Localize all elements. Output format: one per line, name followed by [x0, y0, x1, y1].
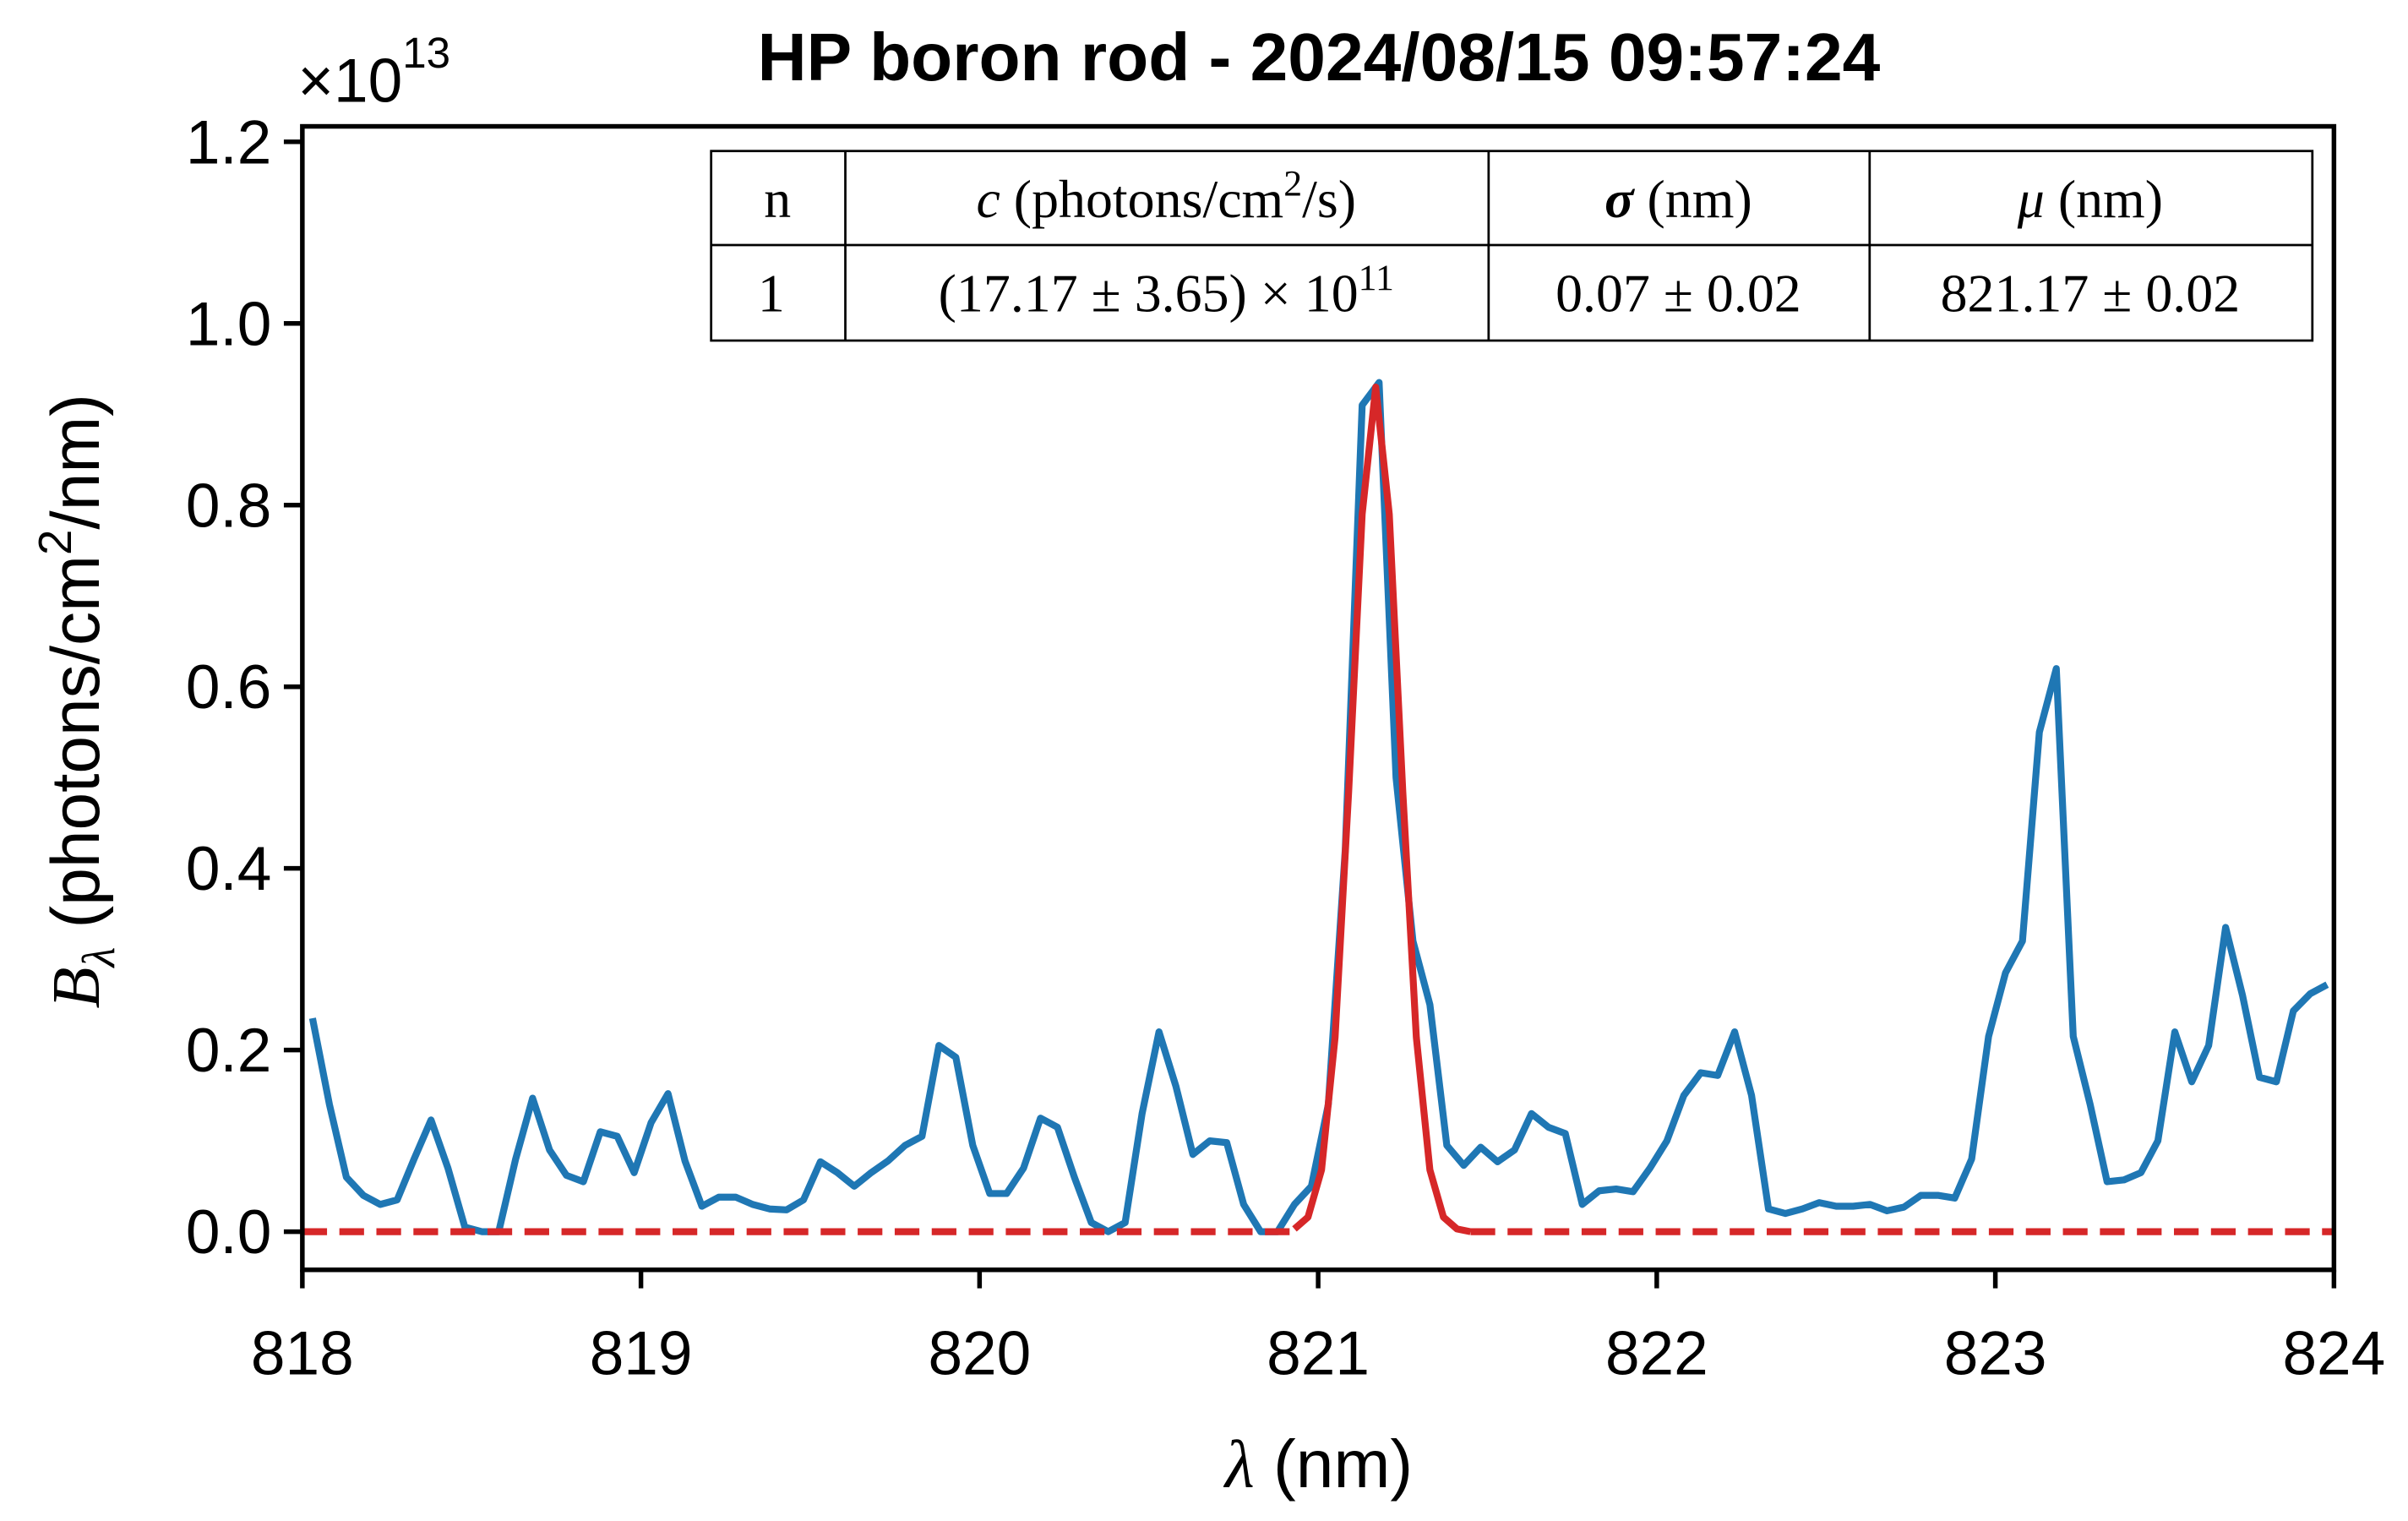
header-sup: 2: [1283, 164, 1302, 204]
y-tick-label: 1.0: [186, 290, 271, 358]
y-label-unit: (photons/cm: [38, 555, 114, 947]
data-line: [308, 379, 2329, 1235]
y-label-sub: λ: [73, 947, 124, 969]
table-cell: (17.17 ± 3.65) × 1011: [939, 258, 1394, 324]
x-tick-label: 819: [590, 1320, 693, 1388]
y-tick-label: 0.2: [186, 1017, 271, 1085]
header-symbol: σ: [1604, 169, 1635, 229]
x-tick-label: 818: [251, 1320, 354, 1388]
y-tick-label: 0.6: [186, 653, 271, 722]
offset-text: ×1013: [297, 29, 450, 115]
table-cell: 0.07 ± 0.02: [1555, 263, 1801, 323]
y-axis-label: Bλ (photons/cm2/nm): [29, 394, 124, 1008]
header-symbol: μ: [2017, 169, 2045, 229]
header-unit: (nm): [2045, 169, 2163, 229]
table-cell: 821.17 ± 0.02: [1941, 263, 2241, 323]
table-cell: 1: [758, 263, 785, 323]
table-header: n: [764, 169, 791, 229]
plot-area: [302, 379, 2334, 1235]
x-tick-label: 823: [1944, 1320, 2047, 1388]
x-label-unit: (nm): [1255, 1426, 1413, 1502]
y-tick-label: 0.0: [186, 1198, 271, 1267]
fit-table: n c (photons/cm2/s) σ (nm) μ (nm) 1 (17.…: [710, 150, 2314, 342]
header-unit: (photons/cm: [1000, 169, 1283, 229]
y-label-unit-end: /nm): [38, 394, 114, 529]
y-tick-label: 1.2: [186, 108, 271, 177]
table-header: μ (nm): [2017, 169, 2163, 229]
y-tick-label: 0.4: [186, 835, 271, 903]
x-axis-label: λ (nm): [1223, 1426, 1413, 1502]
chart-title: HP boron rod - 2024/08/15 09:57:24: [758, 19, 1881, 95]
cell-sup: 11: [1359, 258, 1394, 298]
x-tick-label: 822: [1605, 1320, 1708, 1388]
data-line: [1292, 383, 1472, 1235]
x-tick-label: 820: [928, 1320, 1031, 1388]
y-label-symbol: B: [39, 967, 114, 1008]
offset-exp: 13: [402, 29, 450, 77]
header-symbol: c: [976, 169, 1000, 229]
x-tick-label: 821: [1267, 1320, 1370, 1388]
header-unit: (nm): [1634, 169, 1752, 229]
x-label-symbol: λ: [1223, 1427, 1255, 1502]
x-tick-label: 824: [2282, 1320, 2385, 1388]
y-tick-label: 0.8: [186, 472, 271, 540]
offset-base: ×10: [297, 46, 402, 115]
table-header: σ (nm): [1604, 169, 1752, 229]
y-label-sup: 2: [29, 530, 81, 555]
header-unit-end: /s): [1302, 169, 1356, 229]
table-header: c (photons/cm2/s): [976, 164, 1356, 230]
cell-text: (17.17 ± 3.65) × 10: [939, 263, 1359, 323]
